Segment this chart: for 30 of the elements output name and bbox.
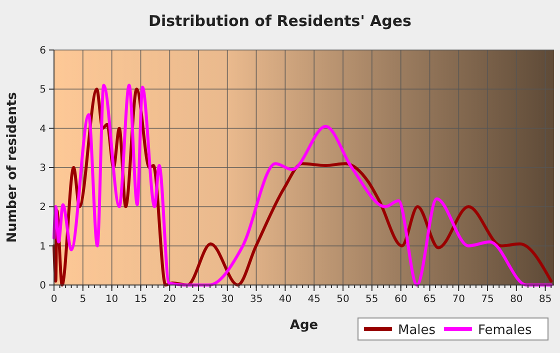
legend-label: Males [398, 323, 436, 338]
y-tick-label: 4 [40, 124, 46, 135]
x-tick-label: 65 [423, 294, 436, 305]
y-tick-label: 2 [40, 202, 46, 214]
x-tick-label: 40 [278, 294, 292, 305]
legend-label: Females [478, 323, 532, 338]
x-tick-label: 15 [134, 294, 148, 305]
x-tick-label: 75 [481, 294, 494, 305]
x-tick-label: 60 [394, 294, 408, 305]
y-tick-label: 6 [40, 46, 46, 56]
chart-title: Distribution of Residents' Ages [148, 12, 412, 30]
x-tick-label: 70 [452, 294, 465, 305]
x-tick-label: 80 [510, 294, 523, 305]
x-tick-label: 85 [538, 294, 552, 305]
x-tick-label: 0 [50, 294, 58, 305]
x-tick-label: 30 [221, 294, 234, 305]
x-tick-label: 55 [366, 294, 378, 305]
x-tick-label: 25 [192, 294, 205, 305]
y-tick-label: 5 [40, 84, 46, 96]
y-tick-label: 0 [40, 280, 46, 292]
x-tick-label: 45 [308, 294, 320, 305]
x-tick-label: 35 [250, 294, 263, 305]
x-tick-label: 10 [105, 294, 118, 305]
x-axis-title: Age [290, 318, 318, 333]
x-tick-label: 20 [163, 294, 176, 305]
y-axis-title: Number of residents [5, 92, 20, 243]
y-tick-label: 1 [40, 241, 46, 252]
x-tick-label: 50 [336, 294, 350, 305]
x-tick-label: 5 [80, 294, 86, 305]
y-tick-label: 3 [40, 163, 46, 174]
